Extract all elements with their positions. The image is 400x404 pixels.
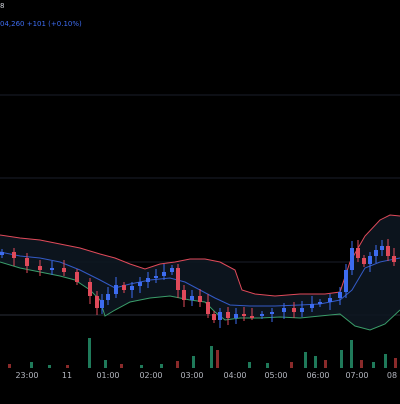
volume-bar <box>266 363 269 368</box>
chart-header: 8 04,260 +101 (+0.10%) <box>0 0 400 36</box>
volume-bar <box>290 362 293 368</box>
candle-body <box>25 258 29 266</box>
volume-bar <box>304 352 307 368</box>
candle-body <box>356 248 360 258</box>
volume-bar <box>384 354 387 368</box>
candle-body <box>338 292 342 298</box>
volume-bar <box>324 360 327 368</box>
x-tick-label: 23:00 <box>15 371 38 380</box>
volume-bar <box>140 365 143 368</box>
candle-body <box>218 312 222 320</box>
volume-bar <box>8 364 11 368</box>
candle-body <box>50 268 54 270</box>
quote-line: 04,260 +101 (+0.10%) <box>0 20 82 28</box>
candle-body <box>282 308 286 312</box>
candle-body <box>162 272 166 276</box>
candle-body <box>170 268 174 272</box>
candle-body <box>88 282 92 296</box>
candle-body <box>368 256 372 264</box>
candle-body <box>234 314 238 318</box>
candle-body <box>212 314 216 320</box>
candle-body <box>122 285 126 290</box>
x-tick-label: 04:00 <box>223 371 246 380</box>
candle-body <box>106 294 110 300</box>
candle-body <box>380 246 384 250</box>
candle-body <box>62 268 66 272</box>
candle-body <box>198 296 202 302</box>
x-tick-label: 08 <box>387 371 397 380</box>
candle-body <box>190 296 194 300</box>
volume-bar <box>340 350 343 368</box>
volume-bar <box>314 356 317 368</box>
volume-bar <box>372 362 375 368</box>
candle-body <box>75 272 79 282</box>
candle-body <box>176 268 180 290</box>
x-tick-label: 11 <box>62 371 72 380</box>
candle-body <box>292 308 296 312</box>
price-change: +101 (+0.10%) <box>26 20 82 28</box>
candle-body <box>344 270 348 292</box>
volume-bar <box>176 361 179 368</box>
candle-body <box>130 286 134 290</box>
candle-body <box>154 276 158 278</box>
volume-bar <box>216 350 219 368</box>
volume-bar <box>48 365 51 368</box>
candle-body <box>0 252 4 255</box>
volume-bar <box>350 340 353 368</box>
candle-body <box>242 314 246 316</box>
volume-bar <box>88 338 91 368</box>
candle-body <box>260 314 264 316</box>
x-tick-label: 06:00 <box>306 371 329 380</box>
volume-bar <box>30 362 33 368</box>
candle-body <box>226 312 230 318</box>
candle-body <box>350 248 354 270</box>
candle-body <box>300 308 304 312</box>
x-tick-label: 07:00 <box>345 371 368 380</box>
candle-body <box>318 302 322 304</box>
candle-body <box>146 278 150 282</box>
candle-body <box>12 252 16 258</box>
candle-body <box>138 282 142 286</box>
candle-body <box>386 246 390 256</box>
bollinger-upper-band <box>0 214 400 297</box>
candle-body <box>310 304 314 308</box>
volume-bar <box>160 364 163 368</box>
last-price: 04,260 <box>0 20 25 28</box>
volume-bar <box>104 360 107 368</box>
volume-bar <box>192 356 195 368</box>
candle-body <box>270 312 274 314</box>
candle-body <box>95 296 99 308</box>
volume-bar <box>248 362 251 368</box>
bollinger-fill <box>0 215 400 330</box>
candle-body <box>182 290 186 300</box>
x-tick-label: 02:00 <box>139 371 162 380</box>
volume-bar <box>66 365 69 368</box>
candle-body <box>114 285 118 294</box>
volume-bar <box>360 360 363 368</box>
candle-body <box>100 300 104 308</box>
candle-body <box>374 250 378 256</box>
x-tick-label: 01:00 <box>96 371 119 380</box>
candle-body <box>328 298 332 302</box>
candle-body <box>250 316 254 318</box>
volume-bar <box>210 346 213 368</box>
volume-bar <box>120 364 123 368</box>
candle-body <box>38 266 42 270</box>
candle-body <box>362 258 366 264</box>
volume-bar <box>394 358 397 368</box>
x-tick-label: 05:00 <box>264 371 287 380</box>
candle-body <box>206 302 210 314</box>
symbol-label: 8 <box>0 2 5 10</box>
x-tick-label: 03:00 <box>180 371 203 380</box>
candle-body <box>392 256 396 262</box>
